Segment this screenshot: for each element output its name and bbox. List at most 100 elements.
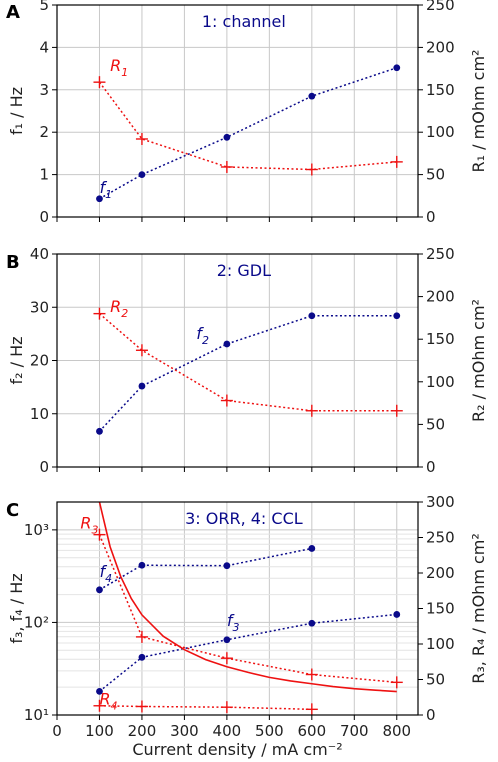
series-1-point-4 [393, 611, 401, 618]
ytick-label: 40 [30, 245, 49, 263]
series-0-point-3 [308, 312, 316, 320]
series-0-point-0 [96, 427, 103, 435]
series-0-point-2 [223, 340, 231, 348]
xtick-label: 0 [52, 722, 62, 740]
series-annotation: f2 [196, 324, 209, 347]
ytick-label: 0 [39, 208, 49, 226]
series-0-point-3 [308, 545, 316, 552]
xtick-label: 800 [382, 722, 411, 740]
y2tick-label: 200 [426, 38, 455, 56]
y2tick-label: 100 [426, 123, 455, 141]
xtick-label: 200 [128, 722, 157, 740]
panel-b: 0 10 20 30 40 0 50 100 150 200 250 f₂ / Hz R₂ / mOhm… [6, 245, 488, 476]
y2tick-label: 200 [426, 288, 455, 306]
annotation-base: R [110, 56, 121, 75]
series-0-line [99, 67, 398, 200]
ytick-label: 1 [39, 166, 49, 184]
x-axis: 0 100 200 300 400 500 600 700 800 Current density… [52, 722, 411, 759]
ytick-label: 20 [30, 352, 49, 370]
y2-axis-label: R₃, R₄ / mOhm cm² [469, 533, 488, 684]
series-annotation: f4 [99, 562, 112, 585]
annotation-base: f [196, 324, 204, 343]
series-0-line [98, 315, 397, 432]
series-0-line [99, 547, 312, 591]
xtick-label: 400 [213, 722, 242, 740]
series-annotation: R3 [80, 514, 98, 537]
y2tick-label: 200 [426, 564, 455, 582]
series-3-line [99, 705, 312, 711]
series-1-line [99, 613, 397, 692]
y2tick-label: 100 [426, 635, 455, 653]
y2tick-label: 300 [426, 493, 455, 511]
xtick-label: 600 [298, 722, 327, 740]
y2tick-label: 50 [426, 671, 445, 689]
y-axis-label: f₃, f₄ / Hz [7, 573, 26, 643]
annotation-base: f [99, 562, 107, 581]
annotation-subscript: 3 [233, 621, 240, 634]
annotation-subscript: 1 [105, 188, 112, 201]
xtick-label: 300 [170, 722, 199, 740]
y2-axis-label: R₁ / mOhm cm² [469, 50, 488, 173]
annotation-base: f [99, 178, 107, 197]
ytick-label: 4 [39, 38, 49, 56]
series-1-line [98, 313, 397, 412]
y2tick-label: 50 [426, 166, 445, 184]
series-0-point-1 [138, 561, 146, 569]
ytick-label: 5 [39, 0, 49, 14]
panel-letter: B [6, 252, 20, 273]
y2tick-label: 100 [426, 373, 455, 391]
annotation-subscript: 4 [111, 699, 118, 712]
ytick-label: 10¹ [24, 706, 49, 724]
annotation-subscript: 1 [121, 66, 128, 79]
series-4-line [98, 502, 397, 693]
panel-c: 10¹ 10² 10³ 0 50 100 150 200 250 300 f₃, f₄ / Hz R₃… [6, 493, 488, 724]
series-annotation: f1 [99, 178, 112, 201]
annotation-subscript: 3 [91, 524, 98, 537]
annotation-subscript: 2 [121, 307, 128, 320]
series-group [93, 502, 403, 715]
y2tick-label: 0 [426, 208, 436, 226]
ytick-label: 30 [30, 298, 49, 316]
y2tick-label: 250 [426, 529, 455, 547]
series-2-line [98, 534, 397, 684]
series-annotation: R4 [99, 689, 117, 712]
y2tick-label: 50 [426, 415, 445, 433]
series-0-point-4 [393, 312, 401, 320]
ytick-label: 2 [39, 123, 49, 141]
panel-letter: A [6, 2, 20, 23]
ytick-label: 10 [30, 405, 49, 423]
panel-title: 2: GDL [217, 261, 271, 280]
annotation-subscript: 4 [105, 572, 112, 585]
y-axis-label: f₂ / Hz [7, 336, 26, 384]
grid [57, 4, 418, 218]
series-group [93, 307, 403, 435]
x-axis-label: Current density / mA cm⁻² [132, 740, 342, 759]
series-0-point-2 [223, 133, 231, 141]
series-group [93, 64, 403, 203]
plot-frame [56, 4, 419, 218]
annotation-base: R [110, 297, 121, 316]
y2tick-label: 0 [426, 706, 436, 724]
series-annotation: R1 [110, 56, 128, 79]
xtick-label: 500 [255, 722, 284, 740]
series-0-point-1 [138, 171, 146, 179]
series-1-line [98, 81, 397, 171]
series-annotation: R2 [110, 297, 128, 320]
series-0-point-0 [96, 586, 103, 594]
panel-letter: C [6, 500, 19, 521]
ytick-label: 0 [39, 458, 49, 476]
annotation-base: R [99, 689, 110, 708]
annotation-base: f [227, 611, 235, 630]
series-0-point-4 [393, 64, 401, 72]
y2tick-label: 250 [426, 245, 455, 263]
y2tick-label: 150 [426, 330, 455, 348]
series-1-point-0 [96, 687, 103, 695]
y-axis-label: f₁ / Hz [7, 87, 26, 135]
y2tick-label: 0 [426, 458, 436, 476]
panel-title: 3: ORR, 4: CCL [185, 509, 303, 528]
y2tick-label: 150 [426, 600, 455, 618]
grid [57, 253, 418, 468]
y2tick-label: 150 [426, 81, 455, 99]
